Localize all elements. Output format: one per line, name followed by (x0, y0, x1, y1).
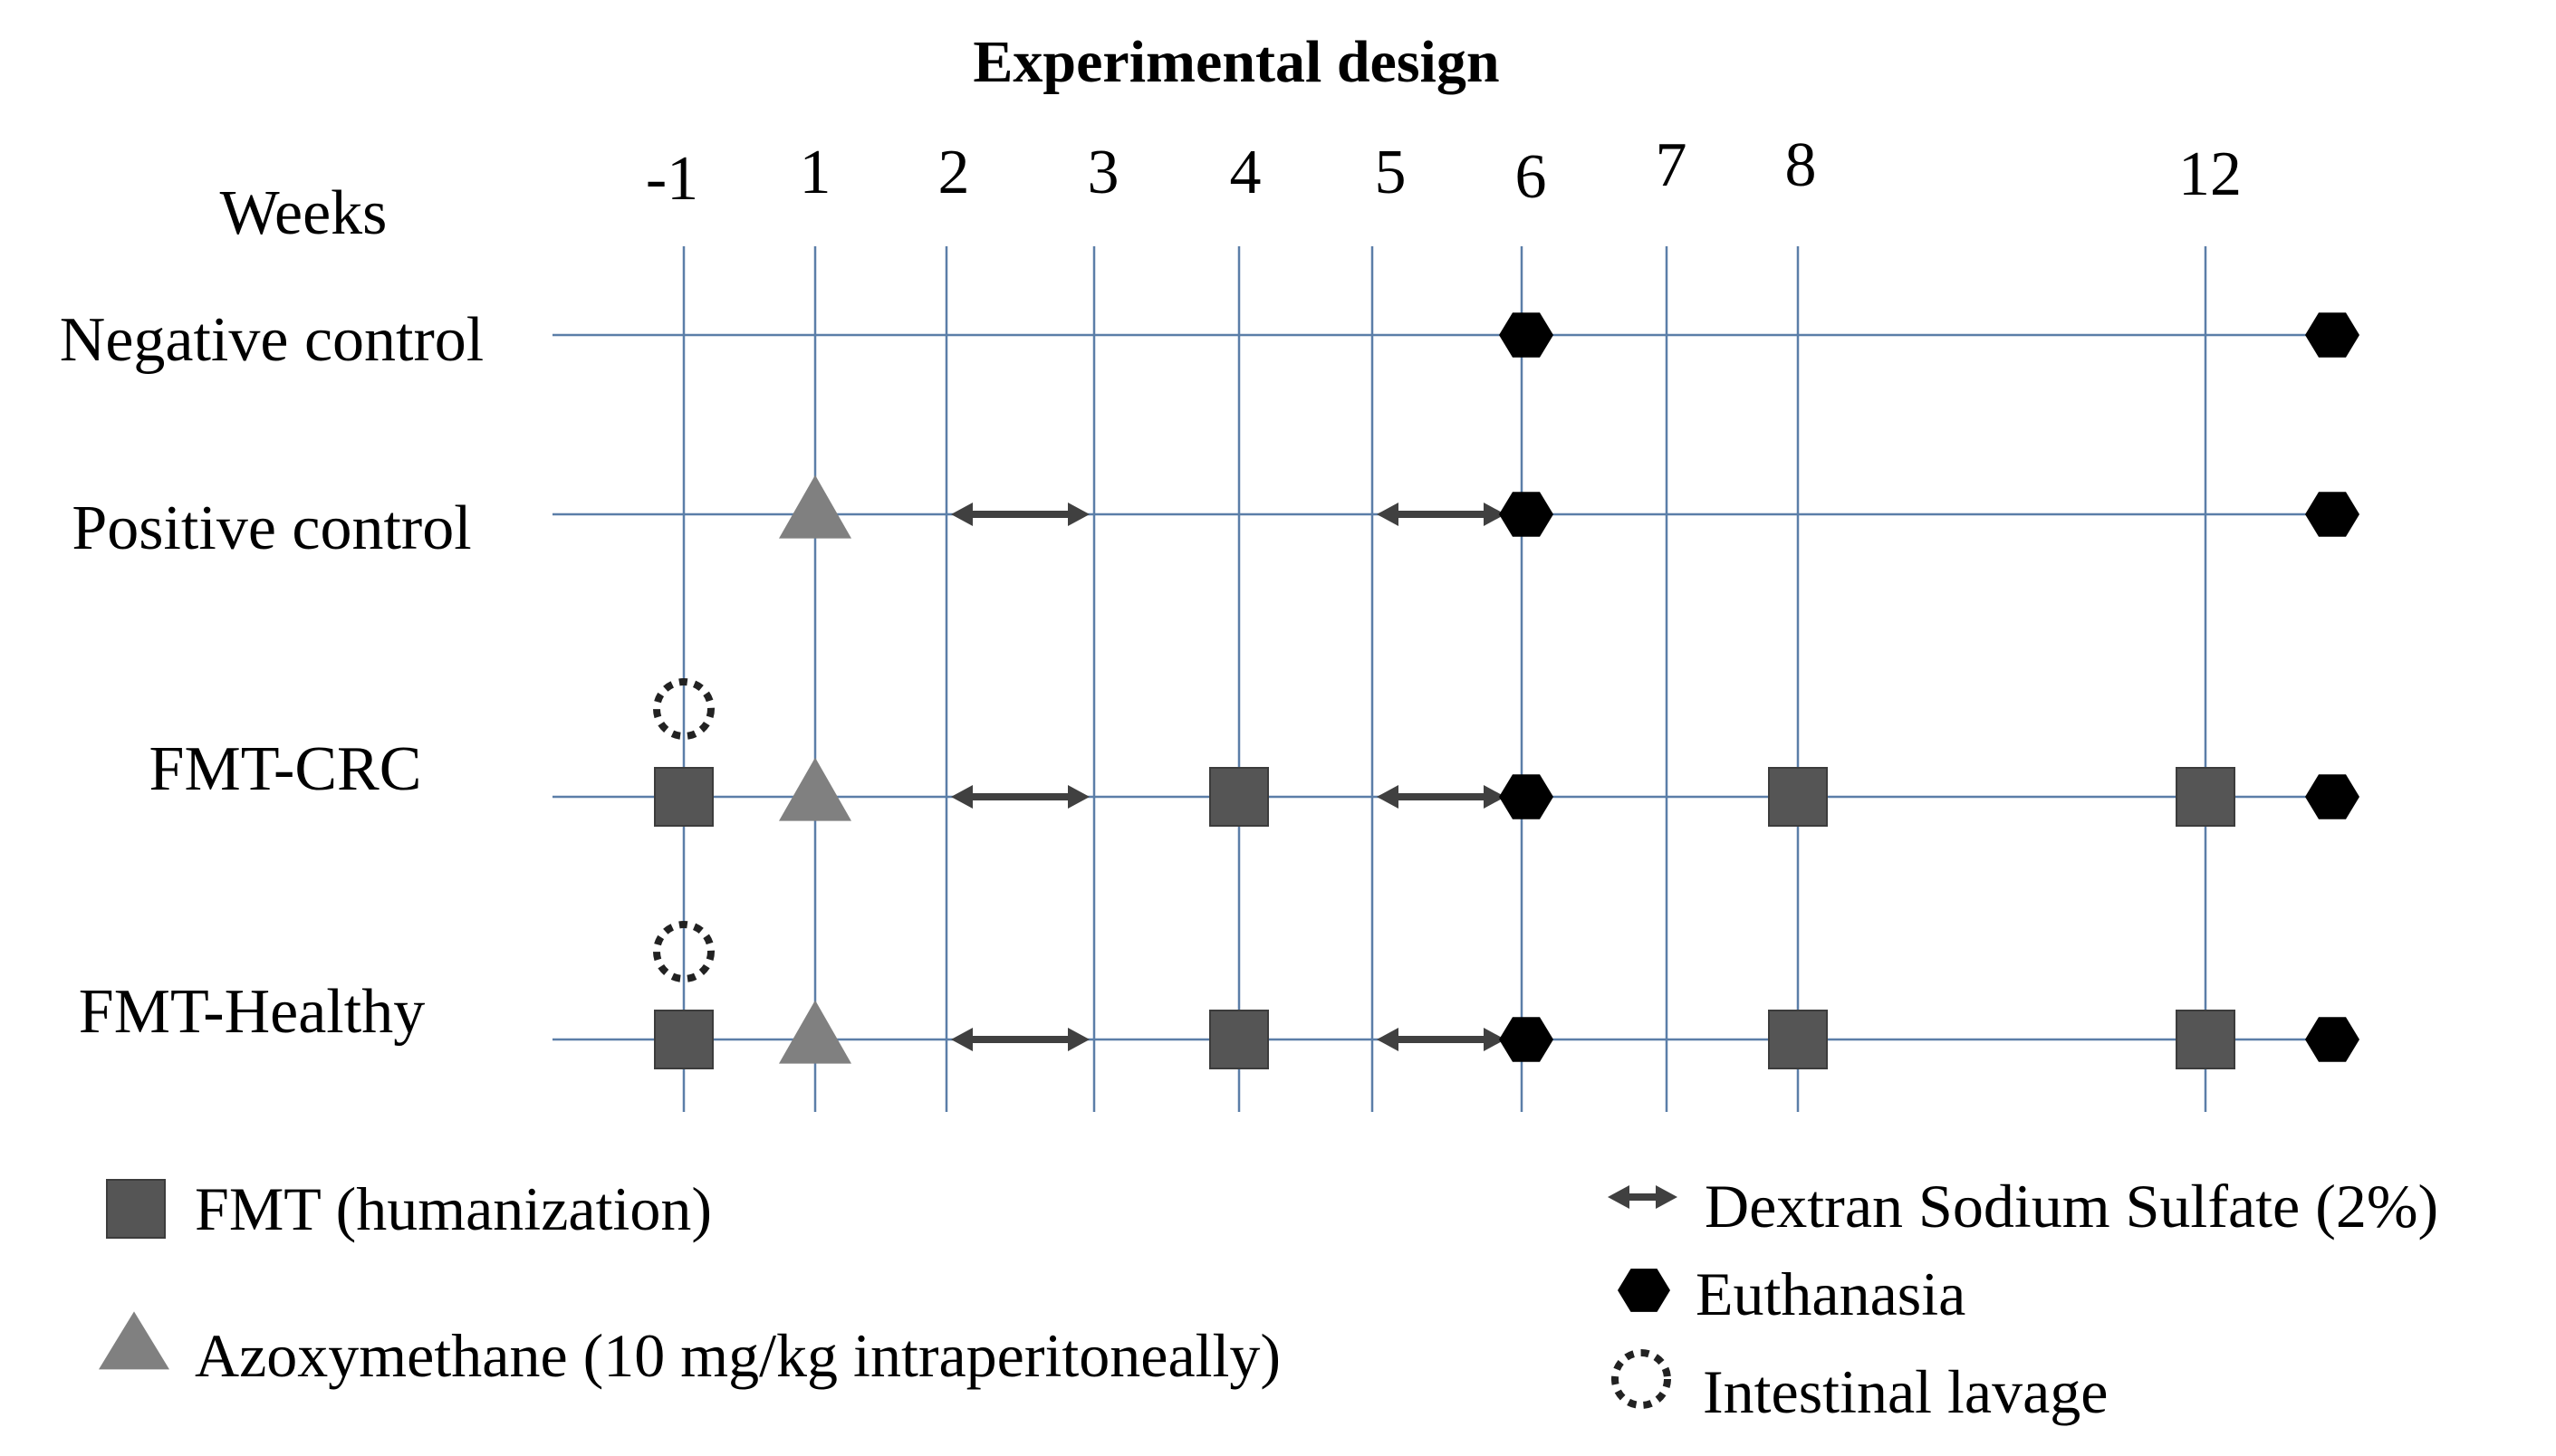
week-tick-labels: -1 1 2 3 4 5 6 7 8 12 (646, 130, 2242, 214)
group-label: Negative control (60, 305, 484, 375)
legend-label-fmt: FMT (humanization) (195, 1174, 712, 1243)
fmt-square-marker (2176, 1010, 2235, 1069)
week-tick-label: 7 (1656, 130, 1687, 200)
dss-arrow (951, 785, 1090, 809)
euthanasia-hexagon-marker (2305, 312, 2359, 358)
azoxymethane-triangle-marker (779, 1000, 851, 1064)
fmt-square-marker (654, 1010, 714, 1069)
legend: FMT (humanization) Azoxymethane (10 mg/kg… (99, 1172, 2438, 1426)
euthanasia-hexagon-marker (1499, 774, 1553, 819)
fmt-square-marker (1768, 767, 1828, 827)
legend-dss-icon (1608, 1185, 1677, 1209)
legend-euthanasia-icon (1618, 1269, 1670, 1312)
group-labels: Negative control Positive control FMT-CRC F… (60, 305, 484, 1047)
week-tick-label: 5 (1375, 138, 1407, 207)
fmt-square-marker (2176, 767, 2235, 827)
week-tick-label: 2 (938, 138, 970, 207)
legend-label-dss: Dextran Sodium Sulfate (2%) (1705, 1172, 2438, 1240)
timeline-grid (553, 246, 2353, 1112)
weeks-axis-label: Weeks (220, 178, 388, 248)
fmt-square-marker (1209, 767, 1269, 827)
azoxymethane-triangle-marker (779, 757, 851, 821)
week-tick-label: -1 (646, 144, 698, 214)
fmt-square-marker (1209, 1010, 1269, 1069)
euthanasia-hexagon-marker (1499, 1017, 1553, 1062)
fmt-square-marker (654, 767, 714, 827)
intestinal-lavage-marker (653, 678, 715, 740)
group-label: FMT-Healthy (79, 977, 425, 1047)
euthanasia-hexagon-marker (2305, 492, 2359, 537)
dss-arrow (951, 1028, 1090, 1051)
legend-azoxymethane-icon (99, 1311, 169, 1370)
dss-arrow (1377, 503, 1505, 526)
fmt-square-marker (1768, 1010, 1828, 1069)
diagram-title: Experimental design (973, 29, 1499, 95)
euthanasia-hexagon-marker (2305, 1017, 2359, 1062)
legend-label-lavage: Intestinal lavage (1703, 1357, 2108, 1426)
group-label: Positive control (72, 493, 471, 563)
week-tick-label: 12 (2178, 139, 2242, 209)
intestinal-lavage-marker (653, 921, 715, 982)
dss-arrow (951, 503, 1090, 526)
week-tick-label: 1 (800, 138, 831, 207)
legend-label-euthanasia: Euthanasia (1696, 1260, 1965, 1328)
event-markers (653, 312, 2359, 1069)
week-tick-label: 8 (1785, 130, 1817, 200)
legend-label-azoxymethane: Azoxymethane (10 mg/kg intraperitoneally… (195, 1321, 1281, 1390)
legend-lavage-icon (1611, 1349, 1671, 1409)
dss-arrow (1377, 1028, 1505, 1051)
week-tick-label: 4 (1230, 138, 1262, 207)
euthanasia-hexagon-marker (1499, 312, 1553, 358)
legend-fmt-icon (106, 1179, 166, 1239)
euthanasia-hexagon-marker (2305, 774, 2359, 819)
week-tick-label: 6 (1515, 142, 1547, 212)
euthanasia-hexagon-marker (1499, 492, 1553, 537)
dss-arrow (1377, 785, 1505, 809)
group-label: FMT-CRC (149, 734, 422, 804)
week-tick-label: 3 (1088, 138, 1119, 207)
azoxymethane-triangle-marker (779, 474, 851, 539)
